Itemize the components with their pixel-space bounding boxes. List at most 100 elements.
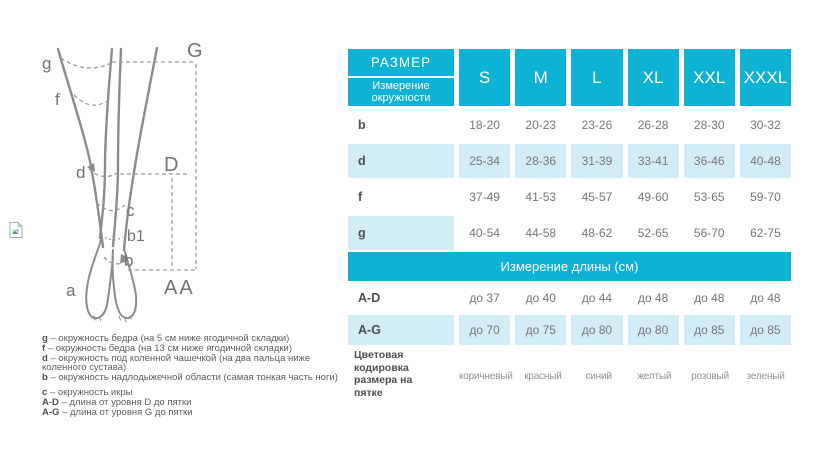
- b-arrowhead: [120, 254, 129, 264]
- row-label: A-D: [358, 291, 381, 305]
- measurement-legend: g – окружность бедра (на 5 см ниже ягоди…: [42, 334, 356, 417]
- legend-text: – окружность бедра (на 13 см ниже ягодич…: [47, 342, 292, 354]
- table-header-row: РАЗМЕР Измерение окружности S M L XL XXL XXXL: [348, 49, 791, 106]
- value-cell: 31-39: [571, 144, 623, 178]
- value-cell: 30-32: [750, 118, 781, 132]
- legend-text: – окружность под коленной чашечкой (на д…: [42, 352, 311, 374]
- value-cell: 48-62: [581, 226, 613, 240]
- size-column-header: S: [459, 49, 511, 106]
- leg-measurement-diagram: g f d c b1 b a G D AA: [42, 40, 203, 323]
- value-cell: 62-75: [750, 226, 781, 240]
- value-cell: 28-36: [515, 144, 567, 178]
- value-cell: 59-70: [750, 190, 781, 204]
- right-foot-outline: [111, 249, 138, 320]
- value-cell: до 44: [581, 291, 613, 305]
- table-row: d 25-34 28-36 31-39 33-41 36-46 40-48: [348, 144, 791, 178]
- legend-item: A-D – длина от уровня D до пятки: [42, 396, 356, 408]
- size-header-label: РАЗМЕР: [348, 49, 454, 76]
- right-leg-inner-line: [111, 47, 123, 248]
- circumference-rows: b 18-20 20-23 23-26 26-28 28-30 30-32 d 25-34 28-…: [348, 108, 791, 250]
- diagram-label-AA: AA: [164, 277, 195, 299]
- size-column-header: M: [515, 49, 567, 106]
- value-cell: до 85: [683, 315, 735, 345]
- diagram-label-G: G: [187, 40, 203, 62]
- value-cell: 56-70: [693, 226, 725, 240]
- g-level-arc: [60, 57, 112, 69]
- size-column-header: XL: [627, 49, 679, 106]
- legend-item: g – окружность бедра (на 5 см ниже ягоди…: [42, 334, 356, 344]
- value-cell: 52-65: [637, 226, 669, 240]
- value-cell: 23-26: [581, 118, 613, 132]
- b-level-arc: [103, 256, 128, 265]
- color-coding-label: Цветовая кодировка размера на пятке: [354, 349, 413, 399]
- value-cell: 45-57: [581, 190, 613, 204]
- row-label: d: [348, 144, 454, 178]
- diagram-label-a: a: [66, 281, 76, 300]
- diagram-label-f: f: [55, 90, 60, 109]
- diagram-label-b: b: [124, 251, 133, 270]
- value-cell: 41-53: [525, 190, 557, 204]
- value-cell: 40-48: [739, 144, 791, 178]
- table-row: g 40-54 44-58 48-62 52-65 56-70 62-75: [348, 216, 791, 250]
- length-section-banner: Измерение длины (см): [348, 252, 791, 281]
- legend-key: A-D: [42, 396, 59, 408]
- legend-key: b: [42, 372, 48, 384]
- value-cell: до 48: [694, 291, 725, 305]
- value-cell: до 48: [750, 291, 781, 305]
- diagram-label-c: c: [126, 201, 135, 220]
- heel-color-value: синий: [585, 371, 612, 382]
- value-cell: до 80: [571, 315, 623, 345]
- c-level-arc: [96, 202, 126, 212]
- value-cell: 25-34: [459, 144, 511, 178]
- value-cell: 53-65: [693, 190, 725, 204]
- b1-level-arc: [100, 234, 124, 241]
- circumference-header-label: Измерение окружности: [348, 78, 454, 106]
- legend-key: g: [42, 333, 48, 344]
- row-label: f: [358, 190, 363, 204]
- legend-key: d: [42, 352, 48, 364]
- legend-key: c: [42, 386, 48, 398]
- row-label: A-G: [348, 315, 454, 345]
- heel-color-value: коричневый: [459, 371, 513, 382]
- value-cell: до 85: [739, 315, 791, 345]
- value-cell: 18-20: [469, 118, 500, 132]
- legend-text: – длина от уровня G до пятки: [62, 406, 193, 418]
- legend-item: b – окружность надлодыжечной области (са…: [42, 373, 356, 383]
- diagram-labels: g f d c b1 b a G D AA: [42, 40, 203, 300]
- size-column-header: XXXL: [739, 49, 791, 106]
- heel-color-value: красный: [524, 371, 562, 382]
- value-cell: до 40: [525, 291, 556, 305]
- heel-color-value: розовый: [691, 371, 729, 382]
- legend-text: – окружность надлодыжечной области (сама…: [50, 372, 338, 384]
- legend-text: – длина от уровня D до пятки: [61, 396, 192, 408]
- value-cell: 44-58: [525, 226, 557, 240]
- value-cell: 49-60: [637, 190, 669, 204]
- value-cell: до 48: [637, 291, 669, 305]
- value-cell: до 75: [515, 315, 567, 345]
- table-row: b 18-20 20-23 23-26 26-28 28-30 30-32: [348, 108, 791, 142]
- d-level-arc: [88, 168, 121, 178]
- legend-key: A-G: [42, 406, 60, 418]
- value-cell: до 70: [459, 315, 511, 345]
- leg-outlines: [56, 46, 159, 323]
- length-rows: A-D до 37 до 40 до 44 до 48 до 48 до 48 A-G до 7…: [348, 283, 791, 345]
- table-row: A-D до 37 до 40 до 44 до 48 до 48 до 48: [348, 283, 791, 313]
- legend-text: – окружность икры: [49, 386, 133, 398]
- value-cell: 40-54: [469, 226, 500, 240]
- heel-color-value: желтый: [637, 371, 672, 382]
- broken-image-icon: [9, 221, 23, 238]
- row-label: g: [348, 216, 454, 250]
- size-column-header: XXL: [683, 49, 735, 106]
- value-cell: 28-30: [693, 118, 725, 132]
- left-leg-inner-line: [98, 47, 114, 240]
- legend-item: c – окружность икры: [42, 388, 356, 398]
- right-leg-outer-line: [122, 46, 159, 252]
- diagram-label-b1: b1: [127, 228, 145, 245]
- value-cell: до 37: [469, 291, 500, 305]
- value-cell: 20-23: [525, 118, 557, 132]
- arrowheads: [87, 163, 129, 264]
- value-cell: 36-46: [683, 144, 735, 178]
- d-arrowhead: [87, 163, 95, 172]
- color-coding-row: Цветовая кодировка размера на пятке кори…: [348, 349, 791, 409]
